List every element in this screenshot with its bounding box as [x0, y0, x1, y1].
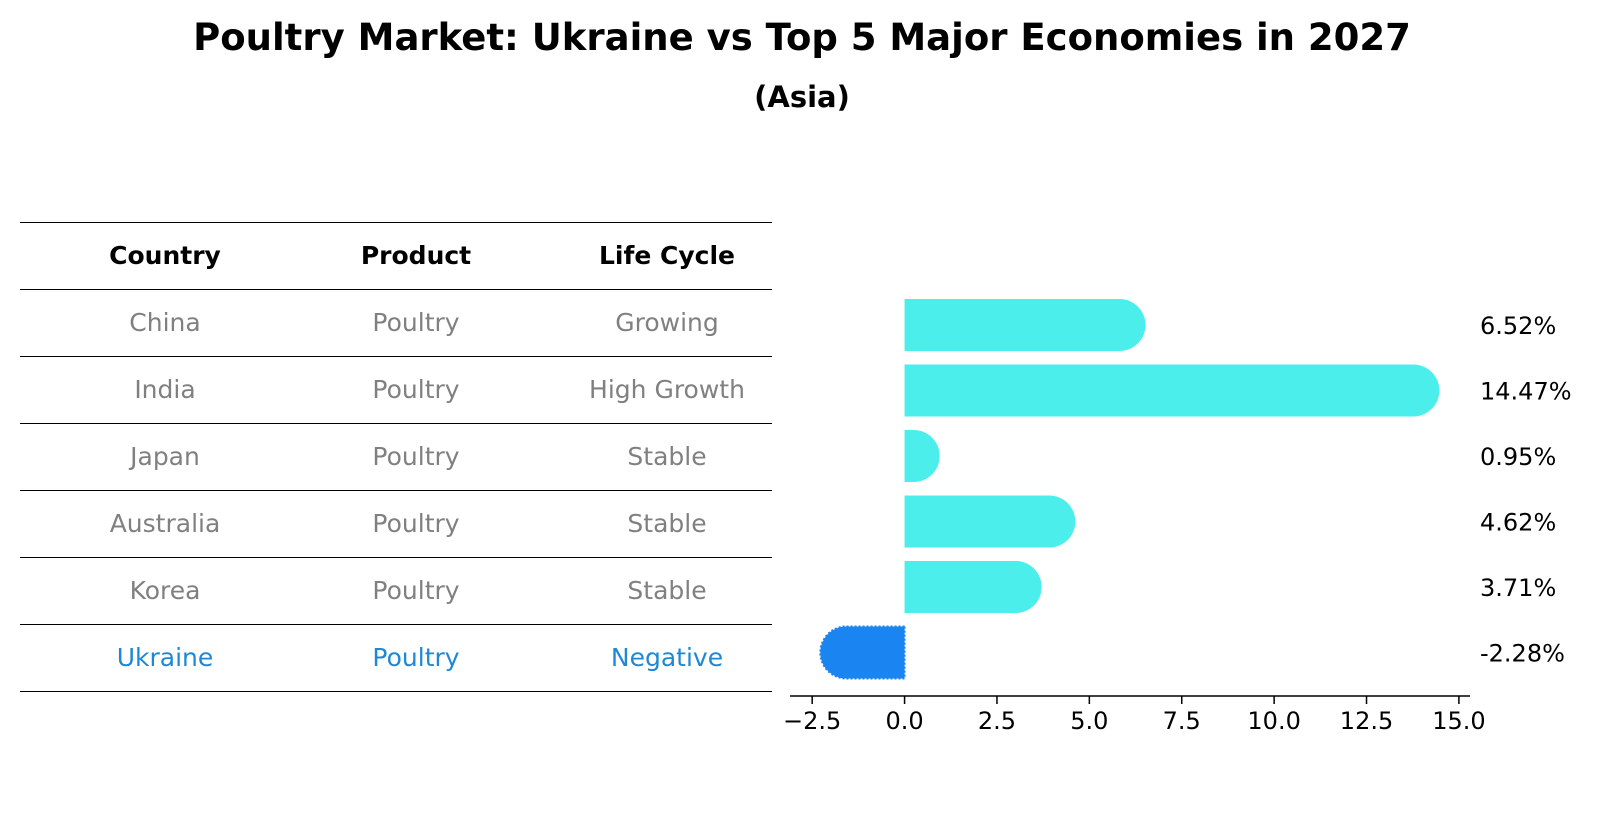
- bar-korea: [904, 561, 1042, 613]
- life-cycle-cell: High Growth: [589, 375, 745, 404]
- value-label-australia: 4.62%: [1480, 509, 1556, 537]
- country-cell: Korea: [129, 576, 201, 605]
- life-cycle-cell: Stable: [627, 509, 707, 538]
- product-cell: Poultry: [372, 308, 460, 337]
- product-cell: Poultry: [372, 509, 460, 538]
- column-header-product: Product: [360, 241, 472, 270]
- country-cell: India: [134, 375, 196, 404]
- product-cell: Poultry: [372, 375, 460, 404]
- life-cycle-cell: Stable: [627, 576, 707, 605]
- country-cell: China: [129, 308, 201, 337]
- table-header-row: Country Product Life Cycle: [20, 222, 772, 289]
- x-tick-label: 12.5: [1340, 707, 1393, 735]
- x-tick-label: 10.0: [1247, 707, 1300, 735]
- x-tick-label: 5.0: [1070, 707, 1108, 735]
- bar-japan: [904, 430, 940, 482]
- bar-australia: [904, 495, 1076, 548]
- country-cell: Japan: [130, 442, 200, 471]
- column-header-country: Country: [109, 241, 221, 270]
- table-row: Australia Poultry Stable: [20, 490, 772, 557]
- value-label-china: 6.52%: [1480, 312, 1556, 340]
- life-cycle-cell: Negative: [610, 643, 724, 672]
- country-cell: Ukraine: [116, 643, 214, 672]
- market-table: Country Product Life Cycle China Poultry…: [20, 222, 772, 692]
- x-tick-label: −2.5: [783, 707, 841, 735]
- life-cycle-cell: Stable: [627, 442, 707, 471]
- country-cell: Australia: [109, 509, 221, 538]
- life-cycle-cell: Growing: [615, 308, 719, 337]
- value-label-india: 14.47%: [1480, 378, 1572, 406]
- value-label-korea: 3.71%: [1480, 574, 1556, 602]
- table-row: India Poultry High Growth: [20, 356, 772, 423]
- x-tick-label: 0.0: [885, 707, 923, 735]
- table-row: Korea Poultry Stable: [20, 557, 772, 624]
- x-tick-label: 15.0: [1432, 707, 1485, 735]
- product-cell: Poultry: [372, 442, 460, 471]
- x-tick-label: 7.5: [1163, 707, 1201, 735]
- chart-subtitle: (Asia): [754, 80, 850, 114]
- bar-china: [904, 299, 1146, 351]
- product-cell: Poultry: [372, 576, 460, 605]
- table-row: China Poultry Growing: [20, 289, 772, 356]
- bar-ukraine: [819, 625, 906, 680]
- chart-title: Poultry Market: Ukraine vs Top 5 Major E…: [193, 16, 1411, 59]
- bar-india: [904, 364, 1440, 417]
- value-label-ukraine: -2.28%: [1480, 640, 1565, 668]
- table-row: Japan Poultry Stable: [20, 423, 772, 490]
- product-cell: Poultry: [372, 643, 460, 672]
- table-row-highlight: Ukraine Poultry Negative: [20, 624, 772, 692]
- x-tick-label: 2.5: [978, 707, 1016, 735]
- column-header-life-cycle: Life Cycle: [598, 241, 736, 270]
- value-label-japan: 0.95%: [1480, 443, 1556, 471]
